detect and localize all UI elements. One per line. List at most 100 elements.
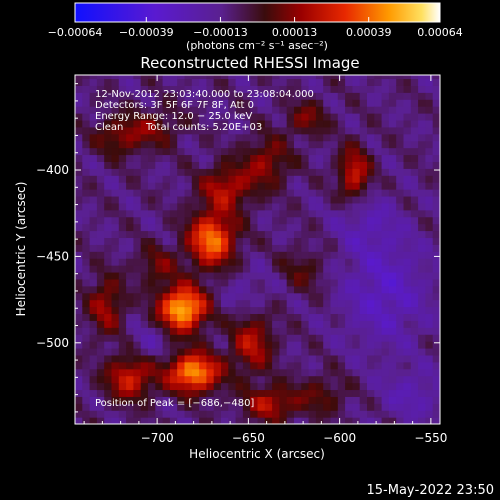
heatmap-cell	[396, 320, 405, 328]
heatmap-cell	[337, 161, 346, 169]
heatmap-cell	[169, 161, 178, 169]
heatmap-cell	[359, 126, 368, 135]
heatmap-cell	[140, 182, 149, 190]
heatmap-cell	[191, 92, 200, 100]
heatmap-cell	[89, 306, 98, 315]
heatmap-cell	[410, 285, 419, 294]
heatmap-cell	[228, 271, 237, 280]
heatmap-cell	[155, 299, 164, 308]
heatmap-cell	[96, 265, 105, 273]
heatmap-cell	[425, 154, 434, 162]
heatmap-cell	[308, 341, 317, 349]
heatmap-cell	[432, 347, 440, 356]
heatmap-cell	[294, 403, 302, 411]
heatmap-cell	[199, 202, 207, 211]
heatmap-cell	[213, 347, 222, 356]
annotation-energy: Energy Range: 12.0 − 25.0 keV	[95, 111, 252, 122]
heatmap-cell	[177, 140, 186, 149]
heatmap-cell	[118, 361, 127, 370]
heatmap-cell	[221, 223, 229, 232]
heatmap-cell	[199, 126, 207, 135]
heatmap-cell	[228, 265, 237, 273]
y-tick-label: −400	[36, 163, 69, 177]
heatmap-cell	[206, 354, 215, 363]
heatmap-cell	[118, 78, 127, 86]
heatmap-cell	[264, 147, 273, 156]
heatmap-cell	[82, 265, 91, 273]
heatmap-cell	[169, 92, 178, 100]
heatmap-cell	[315, 140, 324, 149]
heatmap-cell	[352, 347, 361, 356]
heatmap-cell	[337, 334, 346, 342]
heatmap-cell	[418, 389, 426, 397]
heatmap-cell	[221, 119, 229, 128]
heatmap-cell	[104, 258, 113, 266]
heatmap-cell	[213, 202, 222, 211]
heatmap-cell	[279, 182, 288, 190]
heatmap-cell	[396, 396, 405, 404]
heatmap-cell	[359, 223, 368, 232]
heatmap-cell	[330, 258, 339, 266]
heatmap-cell	[330, 361, 339, 370]
heatmap-cell	[425, 99, 434, 107]
heatmap-cell	[155, 202, 164, 211]
heatmap-cell	[381, 271, 390, 280]
heatmap-cell	[257, 182, 266, 190]
heatmap-cell	[177, 133, 186, 142]
heatmap-cell	[235, 306, 244, 315]
heatmap-cell	[184, 106, 193, 114]
heatmap-cell	[367, 106, 375, 114]
heatmap-cell	[352, 209, 361, 218]
heatmap-cell	[104, 168, 113, 176]
heatmap-cell	[279, 106, 288, 114]
heatmap-cell	[191, 244, 200, 252]
heatmap-cell	[315, 285, 324, 294]
heatmap-cell	[82, 154, 91, 162]
heatmap-cell	[169, 75, 178, 80]
heatmap-cell	[228, 244, 237, 252]
heatmap-cell	[308, 75, 317, 80]
heatmap-cell	[221, 92, 229, 100]
heatmap-cell	[235, 327, 244, 335]
heatmap-cell	[403, 396, 412, 404]
heatmap-cell	[221, 361, 229, 370]
heatmap-cell	[388, 175, 397, 183]
heatmap-cell	[82, 209, 91, 218]
heatmap-cell	[140, 327, 149, 335]
heatmap-cell	[162, 92, 171, 100]
heatmap-cell	[403, 75, 412, 80]
heatmap-cell	[104, 133, 113, 142]
heatmap-cell	[89, 258, 98, 266]
heatmap-cell	[242, 389, 251, 397]
heatmap-cell	[286, 271, 295, 280]
heatmap-cell	[96, 403, 105, 411]
footer-timestamp: 15‑May‑2022 23:50	[367, 483, 494, 498]
heatmap-cell	[199, 113, 207, 121]
heatmap-cell	[169, 230, 178, 239]
heatmap-cell	[133, 126, 142, 135]
heatmap-cell	[75, 85, 83, 93]
heatmap-cell	[126, 209, 134, 218]
heatmap-cell	[242, 126, 251, 135]
heatmap-cell	[381, 230, 390, 239]
heatmap-cell	[104, 154, 113, 162]
heatmap-cell	[228, 133, 237, 142]
heatmap-cell	[264, 140, 273, 149]
heatmap-cell	[279, 78, 288, 86]
heatmap-cell	[126, 147, 134, 156]
heatmap-cell	[235, 161, 244, 169]
heatmap-cell	[367, 216, 375, 225]
heatmap-cell	[162, 99, 171, 107]
heatmap-cell	[432, 382, 440, 391]
heatmap-cell	[432, 417, 440, 424]
heatmap-cell	[148, 168, 156, 176]
heatmap-cell	[148, 182, 156, 190]
heatmap-cell	[272, 202, 280, 211]
heatmap-cell	[75, 126, 83, 135]
heatmap-cell	[213, 258, 222, 266]
heatmap-cell	[264, 327, 273, 335]
heatmap-cell	[359, 85, 368, 93]
heatmap-cell	[221, 403, 229, 411]
heatmap-cell	[315, 292, 324, 301]
heatmap-cell	[323, 119, 332, 128]
